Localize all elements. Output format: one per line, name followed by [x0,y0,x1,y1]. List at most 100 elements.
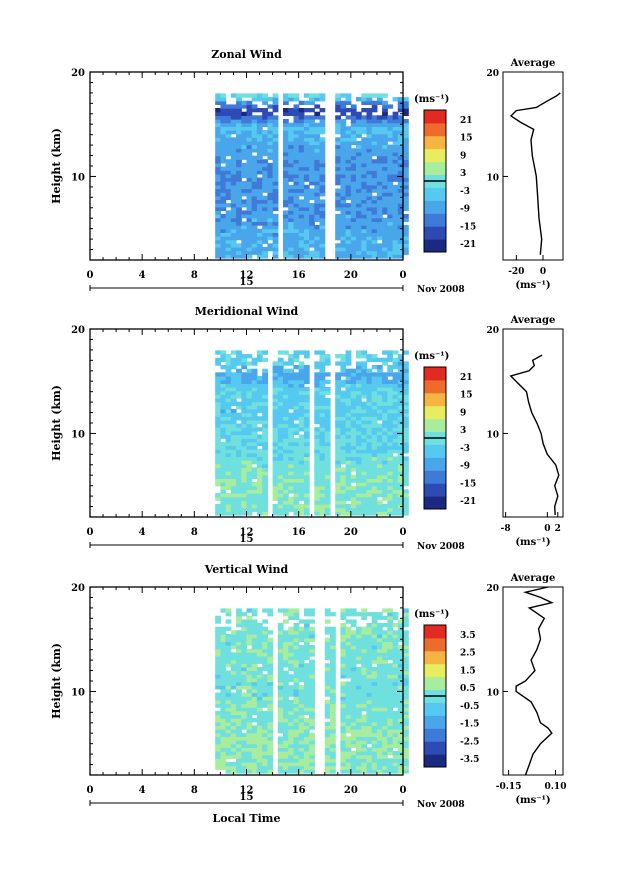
field-cell [361,250,368,255]
field-cell [376,243,383,248]
field-cell [403,122,409,127]
field-cell [256,181,263,186]
field-cell [256,357,263,362]
field-cell [387,397,394,403]
field-cell [277,350,284,355]
field-cell [371,467,378,472]
field-cell [256,743,263,748]
field-cell [236,104,242,109]
field-cell [267,648,274,653]
field-cell [309,721,315,726]
field-cell [241,641,248,646]
field-cell [283,203,289,208]
field-cell [330,659,336,664]
field-cell [403,619,409,624]
field-cell [283,699,289,705]
field-cell [335,485,341,490]
field-cell [366,449,373,454]
field-cell [350,463,357,468]
field-cell [277,758,284,763]
field-cell [397,206,404,211]
field-cell [225,434,232,439]
field-cell [319,452,326,458]
field-cell [340,232,347,237]
field-cell [277,474,284,479]
field-cell [225,119,232,124]
field-cell [220,474,227,479]
field-cell [309,181,315,186]
x-tick-label: 4 [139,270,146,281]
field-cell [397,390,404,395]
field-cell [345,456,352,461]
field-cell [303,736,310,741]
field-cell [246,122,253,127]
field-cell [371,511,378,516]
field-cell [382,115,388,120]
field-cell [319,412,326,417]
field-cell [387,379,394,384]
field-cell [319,460,326,465]
field-cell [330,655,336,661]
field-cell [298,511,305,516]
field-cell [350,126,357,131]
field-cell [230,714,237,719]
field-cell [225,493,232,498]
field-cell [241,721,248,726]
field-cell [309,206,315,211]
field-cell [256,199,263,204]
field-cell [340,474,347,479]
field-cell [366,383,373,388]
colorbar-tick-label: 15 [460,391,473,401]
field-cell [288,97,294,102]
field-cell [303,115,310,120]
field-cell [303,765,310,770]
field-cell [236,412,242,417]
field-cell [267,740,274,745]
field-cell [283,97,289,102]
field-cell [267,199,274,204]
field-cell [366,155,373,160]
field-cell [392,144,399,149]
field-cell [371,743,378,748]
field-cell [236,681,242,686]
field-cell [382,137,388,142]
field-cell [397,434,404,439]
field-cell [340,137,347,142]
field-cell [220,645,227,650]
field-cell [376,681,383,686]
field-cell [392,416,399,421]
field-cell [303,419,310,425]
field-cell [251,225,258,230]
field-cell [366,655,373,661]
field-cell [397,685,404,690]
field-cell [251,663,258,668]
field-cell [293,137,300,142]
field-cell [236,390,242,395]
field-cell [236,511,242,516]
field-cell [345,471,352,476]
field-cell [283,239,289,244]
field-cell [256,655,263,661]
field-cell [309,214,315,219]
field-cell [340,126,347,131]
field-cell [397,181,404,186]
field-cell [382,427,388,432]
field-cell [397,133,404,138]
field-cell [397,463,404,468]
field-cell [387,350,394,355]
field-cell [298,151,305,157]
field-cell [293,674,300,679]
field-cell [230,376,237,381]
field-cell [382,184,388,190]
field-cell [356,438,362,443]
field-cell [397,365,404,370]
field-cell [382,637,388,642]
field-cell [215,637,221,642]
field-cell [303,743,310,748]
field-cell [256,387,263,392]
field-cell [403,471,409,476]
field-cell [392,419,399,425]
field-cell [262,357,268,362]
field-cell [366,236,373,241]
panel-title: Meridional Wind [195,305,299,318]
